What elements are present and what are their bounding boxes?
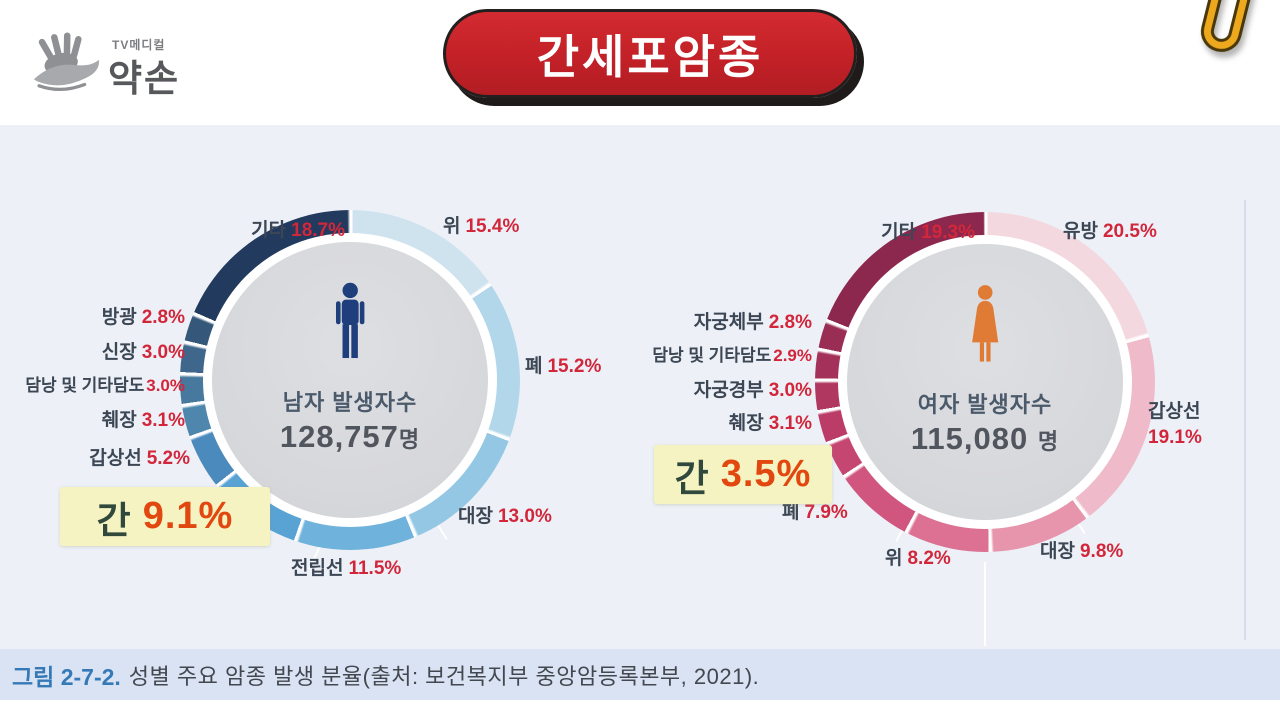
highlight-value: 3.5% <box>720 453 812 495</box>
male-liver-highlight: 간 9.1% <box>60 487 270 546</box>
slice-label-female-uterine-corpus: 자궁체부 2.8% <box>693 312 812 333</box>
figure-caption-bar: 그림 2-7-2. 성별 주요 암종 발생 분율(출처: 보건복지부 중앙암등록… <box>0 649 1280 700</box>
man-icon <box>335 282 365 359</box>
slice-label-female-thyroid: 갑상선 19.1% <box>1148 401 1202 448</box>
slice-label-female-lung: 폐 7.9% <box>782 502 848 523</box>
slice-label-female-gallbladder: 담낭 및 기타담도 2.9% <box>652 346 812 365</box>
female-count-unit: 명 <box>1037 429 1060 454</box>
highlight-label: 간 <box>674 457 709 499</box>
slice-label-female-pancreas: 췌장 3.1% <box>728 413 812 434</box>
label-connector-line <box>984 562 986 646</box>
female-donut-center: 여자 발생자수 115,080 명 <box>847 244 1123 520</box>
slice-label-male-stomach: 위 15.4% <box>443 216 520 237</box>
male-count-unit: 명 <box>398 427 421 452</box>
brand-large-text: 약손 <box>108 58 181 99</box>
slide-title-pill: 간세포암종 <box>443 9 857 98</box>
slide-title: 간세포암종 <box>536 30 764 83</box>
slice-label-male-pancreas: 췌장 3.1% <box>101 410 185 431</box>
slice-label-female-breast: 유방 20.5% <box>1063 221 1157 242</box>
header-band: TV메디컬 약손 간세포암종 <box>0 0 1280 125</box>
paperclip-icon <box>1200 0 1256 52</box>
male-center-value: 128,757명 <box>280 419 420 455</box>
footer-strip <box>0 700 1280 720</box>
female-count: 115,080 <box>910 421 1029 456</box>
hand-logo-icon <box>33 32 100 91</box>
slice-label-male-etc: 기타 18.7% <box>251 220 345 241</box>
slice-label-female-colon: 대장 9.8% <box>1040 541 1124 562</box>
male-donut-chart: 남자 발생자수 128,757명 <box>180 210 520 550</box>
highlight-label: 간 <box>96 499 131 541</box>
page-edge-line <box>1244 200 1246 640</box>
male-donut-center: 남자 발생자수 128,757명 <box>212 242 488 518</box>
slice-label-male-thyroid: 갑상선 5.2% <box>89 448 190 469</box>
female-liver-highlight: 간 3.5% <box>654 445 832 504</box>
woman-icon <box>971 285 999 362</box>
slice-label-male-kidney: 신장 3.0% <box>101 342 185 363</box>
brand-small-text: TV메디컬 <box>112 38 166 52</box>
slice-label-female-stomach: 위 8.2% <box>885 548 951 569</box>
highlight-value: 9.1% <box>142 495 234 537</box>
male-count: 128,757 <box>279 419 399 454</box>
slice-label-female-cervix: 자궁경부 3.0% <box>693 380 812 401</box>
slice-label-male-prostate: 전립선 11.5% <box>291 558 402 579</box>
figure-number: 그림 2-7-2. <box>12 663 121 690</box>
slice-label-male-colon: 대장 13.0% <box>458 506 552 527</box>
female-center-value: 115,080 명 <box>911 421 1059 457</box>
slice-label-female-etc: 기타 19.3% <box>881 222 975 243</box>
female-center-label: 여자 발생자수 <box>917 392 1053 417</box>
male-center-label: 남자 발생자수 <box>282 390 418 415</box>
slice-label-male-lung: 폐 15.2% <box>525 356 602 377</box>
slice-label-male-bladder: 방광 2.8% <box>101 307 185 328</box>
figure-caption-text: 성별 주요 암종 발생 분율(출처: 보건복지부 중앙암등록본부, 2021). <box>128 663 760 689</box>
slice-label-male-gallbladder: 담낭 및 기타담도 3.0% <box>25 376 185 395</box>
broadcaster-logo: TV메디컬 약손 <box>30 30 220 100</box>
female-donut-chart: 여자 발생자수 115,080 명 <box>815 212 1155 552</box>
